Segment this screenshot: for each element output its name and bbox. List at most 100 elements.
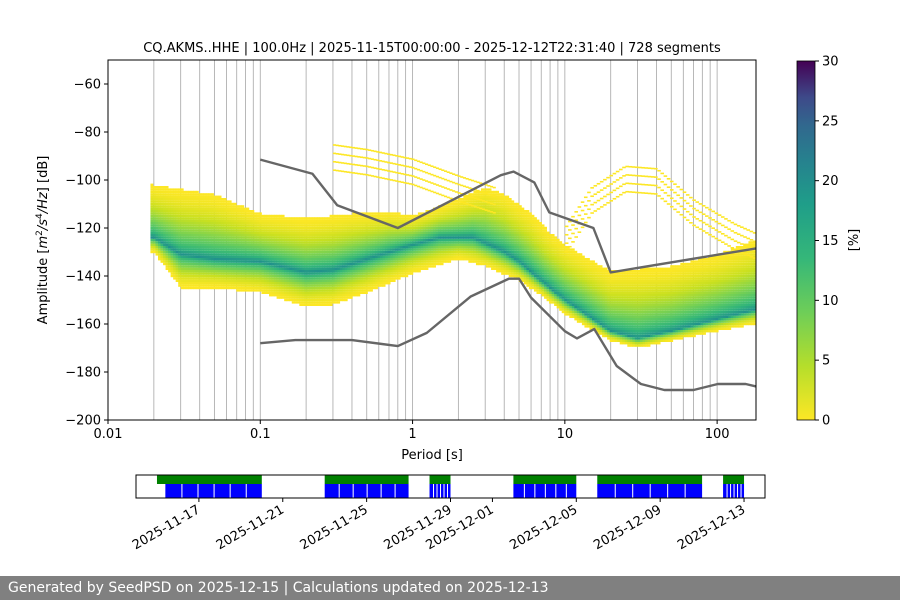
- heatmap-cell: [248, 214, 252, 218]
- heatmap-cell: [455, 248, 459, 251]
- heatmap-cell: [175, 229, 179, 232]
- heatmap-cell: [178, 219, 182, 222]
- heatmap-cell: [251, 217, 255, 220]
- heatmap-cell: [309, 255, 313, 258]
- heatmap-cell: [364, 246, 368, 249]
- heatmap-cell: [513, 236, 517, 239]
- heatmap-cell: [450, 238, 454, 242]
- heatmap-cell: [163, 202, 166, 206]
- heatmap-cell: [364, 262, 368, 266]
- heatmap-cell: [518, 277, 522, 280]
- heatmap-cell: [236, 277, 240, 280]
- heatmap-cell: [463, 253, 467, 256]
- heatmap-cell: [329, 241, 333, 244]
- heatmap-cell: [158, 231, 161, 234]
- heatmap-cell: [168, 234, 172, 237]
- heatmap-cell: [511, 226, 515, 230]
- heatmap-cell: [402, 236, 406, 239]
- heatmap-cell: [261, 222, 265, 225]
- heatmap-cell: [488, 207, 492, 210]
- heatmap-cell: [513, 207, 517, 210]
- heatmap-cell: [178, 207, 182, 210]
- heatmap-cell: [269, 260, 272, 263]
- heatmap-cell: [506, 214, 510, 218]
- heatmap-cell: [299, 253, 303, 256]
- heatmap-cell: [248, 284, 252, 287]
- heatmap-cell: [453, 243, 457, 246]
- heatmap-cell: [334, 234, 338, 237]
- heatmap-cell: [188, 260, 192, 263]
- heatmap-cell: [367, 260, 371, 263]
- heatmap-cell: [276, 272, 280, 275]
- heatmap-cell: [226, 241, 230, 244]
- heatmap-cell: [470, 255, 474, 258]
- heatmap-cell: [271, 258, 275, 261]
- heatmap-cell: [339, 277, 343, 280]
- heatmap-cell: [417, 250, 421, 254]
- heatmap-cell: [443, 236, 447, 239]
- heatmap-cell: [256, 222, 260, 225]
- heatmap-cell: [311, 224, 315, 227]
- heatmap-cell: [526, 234, 530, 237]
- heatmap-cell: [334, 217, 338, 220]
- heatmap-cell: [443, 229, 447, 232]
- heatmap-cell: [271, 270, 275, 273]
- heatmap-cell: [491, 205, 494, 208]
- heatmap-cell: [163, 224, 166, 227]
- heatmap-cell: [296, 258, 300, 261]
- heatmap-cell: [289, 224, 293, 227]
- heatmap-cell: [263, 234, 267, 237]
- heatmap-cell: [493, 205, 497, 208]
- heatmap-cell: [165, 219, 169, 222]
- heatmap-cell: [211, 250, 214, 254]
- heatmap-cell: [258, 289, 262, 292]
- heatmap-cell: [344, 274, 348, 278]
- heatmap-cell: [183, 248, 187, 251]
- heatmap-cell: [253, 238, 257, 242]
- heatmap-cell: [390, 253, 394, 256]
- heatmap-cell: [352, 250, 356, 254]
- heatmap-cell: [425, 226, 429, 230]
- heatmap-cell: [329, 253, 333, 256]
- heatmap-cell: [486, 253, 489, 256]
- heatmap-cell: [170, 219, 174, 222]
- heatmap-cell: [271, 277, 275, 280]
- heatmap-cell: [480, 214, 484, 218]
- heatmap-cell: [158, 188, 161, 191]
- heatmap-cell: [390, 222, 394, 225]
- heatmap-cell: [367, 226, 371, 230]
- heatmap-cell: [299, 260, 303, 263]
- heatmap-cell: [347, 253, 351, 256]
- heatmap-cell: [369, 250, 373, 254]
- heatmap-cell: [284, 217, 288, 220]
- heatmap-cell: [228, 282, 232, 285]
- heatmap-cell: [511, 260, 515, 263]
- heatmap-cell: [213, 241, 217, 244]
- heatmap-cell: [372, 284, 376, 287]
- heatmap-cell: [188, 265, 192, 268]
- heatmap-cell: [228, 229, 232, 232]
- heatmap-cell: [518, 229, 522, 232]
- heatmap-cell: [251, 236, 255, 239]
- heatmap-cell: [213, 274, 217, 278]
- heatmap-cell: [511, 246, 515, 249]
- heatmap-cell: [435, 219, 439, 222]
- heatmap-cell: [523, 219, 527, 222]
- heatmap-cell: [455, 207, 459, 210]
- heatmap-cell: [324, 219, 328, 222]
- heatmap-cell: [311, 217, 315, 220]
- heatmap-cell: [491, 190, 494, 194]
- heatmap-cell: [526, 270, 530, 273]
- heatmap-cell: [155, 200, 159, 203]
- heatmap-cell: [410, 238, 414, 242]
- heatmap-cell: [175, 262, 179, 266]
- heatmap-cell: [286, 294, 290, 297]
- heatmap-cell: [526, 260, 530, 263]
- heatmap-cell: [211, 200, 214, 203]
- heatmap-cell: [425, 234, 429, 237]
- heatmap-cell: [523, 236, 527, 239]
- heatmap-cell: [327, 267, 330, 270]
- heatmap-cell: [369, 265, 373, 268]
- heatmap-cell: [200, 265, 204, 268]
- heatmap-cell: [339, 298, 343, 302]
